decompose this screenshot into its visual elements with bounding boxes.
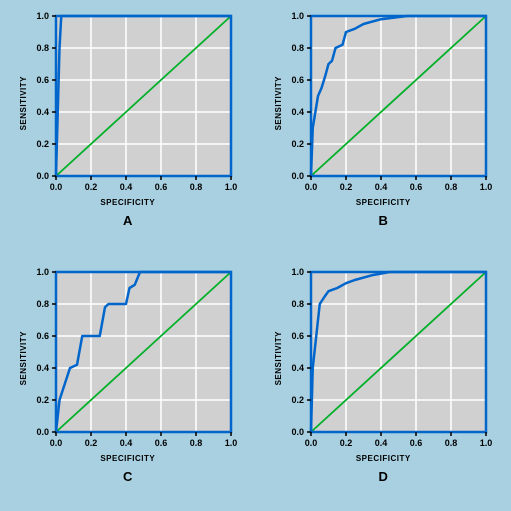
panel-label: B (379, 213, 388, 228)
x-tick-label: 1.0 (480, 182, 492, 192)
y-tick-label: 0.6 (36, 75, 49, 85)
panel-D: SENSITIVITY0.00.00.20.20.40.40.60.60.80.… (256, 256, 511, 511)
x-tick-label: 0.6 (154, 438, 167, 448)
y-tick-label: 0.4 (292, 107, 305, 117)
panel-C: SENSITIVITY0.00.00.20.20.40.40.60.60.80.… (0, 256, 256, 511)
x-tick-label: 0.6 (410, 438, 423, 448)
x-tick-label: 0.0 (49, 438, 62, 448)
x-tick-label: 0.8 (189, 438, 202, 448)
y-tick-label: 0.8 (292, 43, 305, 53)
x-tick-label: 0.4 (119, 438, 132, 448)
x-tick-label: 0.8 (189, 182, 202, 192)
roc-plot: 0.00.0 0.2 0.2 0.4 0.4 0.6 0.6 0.8 0.8 1.0 1.0 (30, 10, 237, 196)
y-tick-label: 0.4 (36, 107, 49, 117)
y-tick-label: 0.2 (292, 395, 305, 405)
x-tick-label: 0.0 (49, 182, 62, 192)
panel-label: C (123, 469, 132, 484)
panel-label: D (379, 469, 388, 484)
x-tick-label: 0.6 (410, 182, 423, 192)
x-tick-label: 0.2 (84, 182, 97, 192)
roc-grid: SENSITIVITY0.00.00.20.20.40.40.60.60.80.… (0, 0, 511, 511)
panel-A: SENSITIVITY0.00.00.20.20.40.40.60.60.80.… (0, 0, 256, 256)
x-axis-label: SPECIFICITY (100, 198, 155, 207)
y-tick-label: 0.2 (36, 395, 49, 405)
panel-label: A (123, 213, 132, 228)
y-tick-label: 1.0 (36, 11, 49, 21)
y-axis-label: SENSITIVITY (19, 76, 28, 130)
x-axis-label: SPECIFICITY (356, 454, 411, 463)
x-tick-label: 0.4 (375, 438, 388, 448)
y-tick-label: 0.8 (36, 299, 49, 309)
x-tick-label: 0.8 (445, 182, 458, 192)
x-tick-label: 0.2 (340, 438, 353, 448)
y-axis-label: SENSITIVITY (274, 76, 283, 130)
roc-plot: 0.00.0 0.2 0.2 0.4 0.4 0.6 0.6 0.8 0.8 1.0 1.0 (285, 10, 492, 196)
roc-plot: 0.00.0 0.2 0.2 0.4 0.4 0.6 0.6 0.8 0.8 1.0 1.0 (285, 266, 492, 452)
y-tick-label: 0.6 (292, 331, 305, 341)
y-axis-label: SENSITIVITY (274, 331, 283, 385)
y-tick-label: 0.8 (36, 43, 49, 53)
x-axis-label: SPECIFICITY (356, 198, 411, 207)
y-tick-label: 0.4 (36, 363, 49, 373)
x-tick-label: 1.0 (480, 438, 492, 448)
roc-plot: 0.00.0 0.2 0.2 0.4 0.4 0.6 0.6 0.8 0.8 1.0 1.0 (30, 266, 237, 452)
x-tick-label: 0.0 (305, 438, 318, 448)
x-tick-label: 0.2 (84, 438, 97, 448)
y-tick-label: 1.0 (292, 11, 305, 21)
x-axis-label: SPECIFICITY (100, 454, 155, 463)
x-tick-label: 0.4 (375, 182, 388, 192)
y-tick-label: 0.2 (36, 139, 49, 149)
y-tick-label: 0.0 (36, 171, 49, 181)
y-tick-label: 0.2 (292, 139, 305, 149)
y-tick-label: 0.4 (292, 363, 305, 373)
y-tick-label: 0.0 (292, 427, 305, 437)
y-tick-label: 0.0 (292, 171, 305, 181)
x-tick-label: 1.0 (224, 182, 236, 192)
y-tick-label: 0.6 (36, 331, 49, 341)
y-tick-label: 0.6 (292, 75, 305, 85)
y-axis-label: SENSITIVITY (19, 331, 28, 385)
y-tick-label: 1.0 (292, 267, 305, 277)
x-tick-label: 0.8 (445, 438, 458, 448)
y-tick-label: 0.8 (292, 299, 305, 309)
y-tick-label: 1.0 (36, 267, 49, 277)
x-tick-label: 0.6 (154, 182, 167, 192)
x-tick-label: 0.4 (119, 182, 132, 192)
x-tick-label: 0.2 (340, 182, 353, 192)
x-tick-label: 0.0 (305, 182, 318, 192)
x-tick-label: 1.0 (224, 438, 236, 448)
y-tick-label: 0.0 (36, 427, 49, 437)
panel-B: SENSITIVITY0.00.00.20.20.40.40.60.60.80.… (256, 0, 511, 256)
